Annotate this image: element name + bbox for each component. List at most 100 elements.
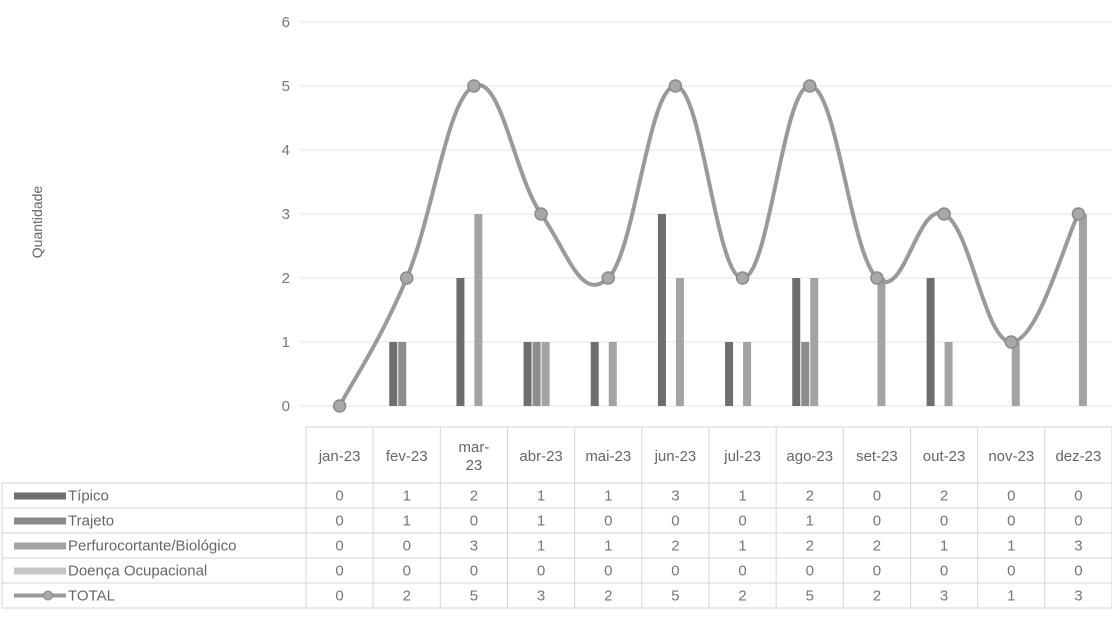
category-label: mai-23 — [585, 448, 631, 465]
category-label: out-23 — [923, 448, 966, 465]
table-cell: 5 — [671, 588, 679, 605]
legend-label: TOTAL — [68, 588, 115, 605]
table-cell: 1 — [806, 513, 814, 530]
table-cell: 0 — [738, 563, 746, 580]
table-cell: 0 — [1074, 563, 1082, 580]
table-cell: 3 — [671, 488, 679, 505]
table-cell: 1 — [1007, 538, 1015, 555]
total-point — [601, 271, 615, 285]
total-point — [668, 79, 683, 93]
category-label: ago-23 — [786, 448, 833, 465]
total-point — [467, 79, 481, 93]
y-tick-label: 5 — [282, 78, 290, 95]
table-cell: 3 — [940, 588, 948, 605]
total-point — [937, 207, 951, 221]
bar — [590, 342, 599, 406]
legend-key — [14, 492, 66, 500]
category-label: jul-23 — [723, 448, 761, 465]
bar — [810, 278, 819, 406]
table-cell: 2 — [873, 538, 881, 555]
y-tick-label: 4 — [282, 142, 290, 159]
category-label: dez-23 — [1055, 448, 1101, 465]
bar — [944, 342, 953, 406]
y-tick-label: 1 — [282, 334, 290, 351]
table-cell: 0 — [738, 513, 746, 530]
legend-key — [14, 567, 66, 575]
total-point — [400, 271, 414, 285]
total-point — [1071, 207, 1086, 221]
total-line — [337, 82, 1081, 408]
legend-key — [14, 517, 66, 525]
table-cell: 5 — [806, 588, 814, 605]
y-tick-label: 0 — [282, 398, 290, 415]
table-cell: 0 — [671, 563, 679, 580]
table-cell: 2 — [470, 488, 478, 505]
table-cell: 0 — [335, 513, 343, 530]
bar — [657, 214, 666, 406]
table-cell: 0 — [806, 563, 814, 580]
table-cell: 2 — [806, 488, 814, 505]
bar — [474, 214, 483, 406]
table-cell: 1 — [604, 538, 612, 555]
table-cell: 0 — [1074, 513, 1082, 530]
table-cell: 1 — [403, 513, 411, 530]
bar — [456, 278, 465, 406]
table-cell: 1 — [537, 488, 545, 505]
bar — [926, 278, 935, 406]
y-tick-label: 6 — [282, 14, 290, 31]
table-cell: 0 — [604, 563, 612, 580]
category-label: jun-23 — [654, 448, 697, 465]
legend-key — [14, 542, 66, 550]
table-cell: 1 — [940, 538, 948, 555]
table-cell: 5 — [470, 588, 478, 605]
table-cell: 0 — [335, 563, 343, 580]
table-cell: 0 — [671, 513, 679, 530]
bar — [801, 342, 810, 406]
category-label: 23 — [466, 457, 483, 474]
bar — [541, 342, 550, 406]
table-cell: 0 — [1007, 488, 1015, 505]
bar — [608, 342, 617, 406]
table-cell: 1 — [738, 538, 746, 555]
table-cell: 2 — [604, 588, 612, 605]
table-cell: 1 — [537, 513, 545, 530]
legend-label: Típico — [68, 488, 109, 505]
table-cell: 0 — [335, 538, 343, 555]
table-cell: 0 — [1074, 488, 1082, 505]
table-cell: 1 — [738, 488, 746, 505]
table-cell: 0 — [940, 513, 948, 530]
legend-label: Perfurocortante/Biológico — [68, 538, 236, 555]
y-tick-label: 2 — [282, 270, 290, 287]
total-point — [803, 79, 817, 93]
table-cell: 0 — [940, 563, 948, 580]
table-cell: 0 — [873, 488, 881, 505]
table-cell: 2 — [806, 538, 814, 555]
table-cell: 0 — [873, 513, 881, 530]
table-cell: 2 — [940, 488, 948, 505]
bar — [1011, 342, 1020, 406]
bar — [523, 342, 532, 406]
total-point — [870, 271, 884, 285]
bar — [1078, 214, 1087, 406]
table-cell: 0 — [537, 563, 545, 580]
table-cell: 1 — [403, 488, 411, 505]
bar — [792, 278, 801, 406]
table-cell: 2 — [738, 588, 746, 605]
total-point — [735, 271, 750, 285]
y-tick-label: 3 — [282, 206, 290, 223]
table-cell: 0 — [335, 588, 343, 605]
bar — [398, 342, 407, 406]
category-label: nov-23 — [988, 448, 1034, 465]
bar — [532, 342, 541, 406]
table-cell: 0 — [470, 563, 478, 580]
table-cell: 3 — [1074, 538, 1082, 555]
table-cell: 3 — [470, 538, 478, 555]
table-cell: 1 — [604, 488, 612, 505]
table-cell: 0 — [604, 513, 612, 530]
table-cell: 1 — [537, 538, 545, 555]
category-label: fev-23 — [386, 448, 428, 465]
table-cell: 3 — [1074, 588, 1082, 605]
bar — [877, 278, 886, 406]
